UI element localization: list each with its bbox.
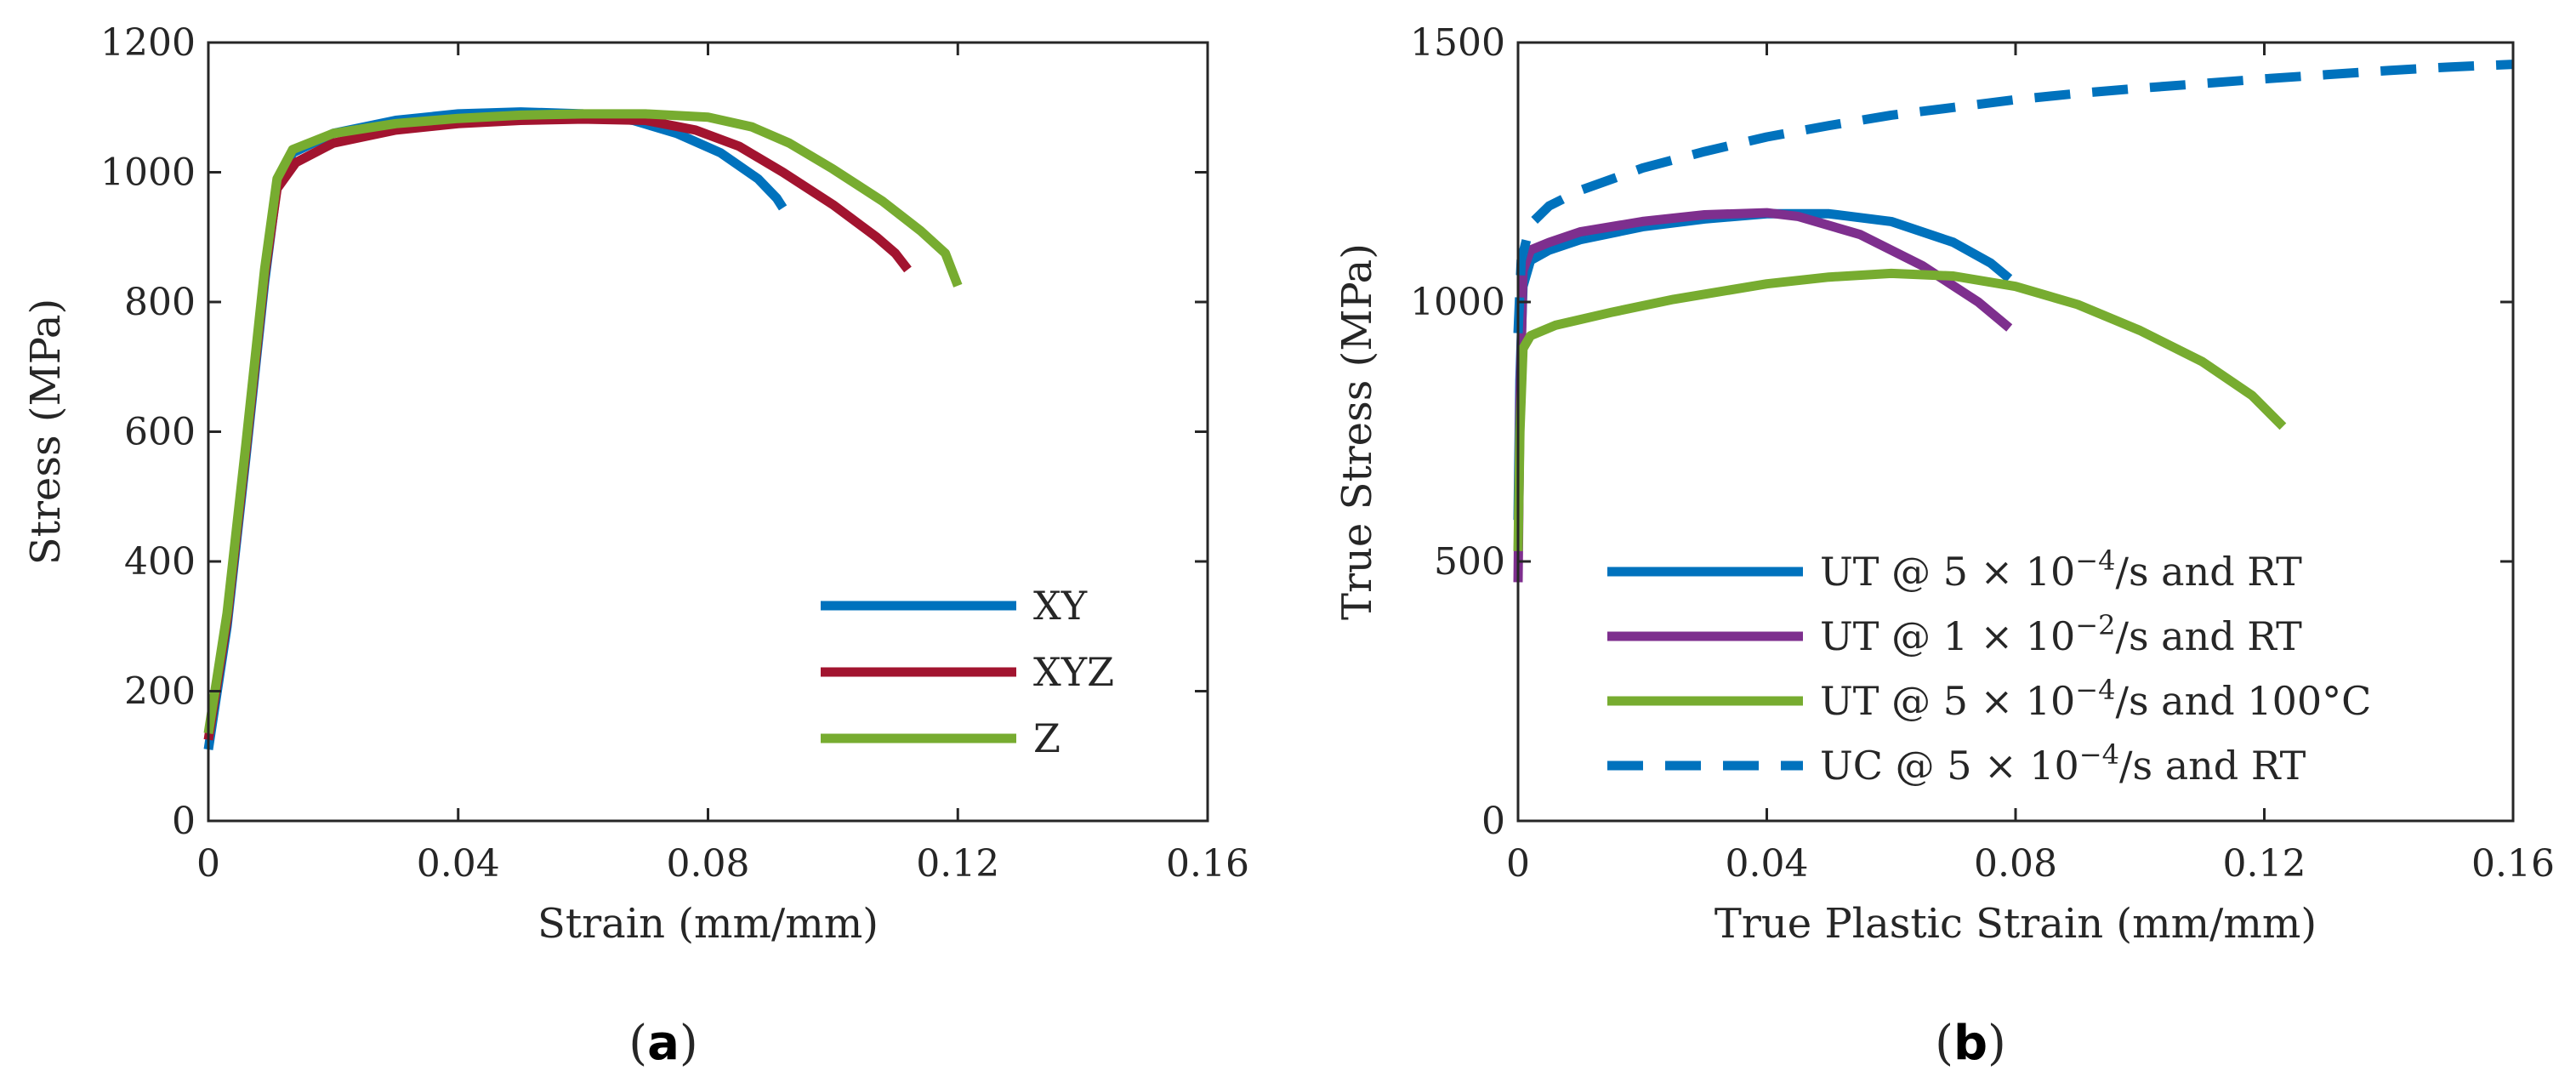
panel-a-x-ticks: 0 0.04 0.08 0.12 0.16	[196, 43, 1249, 886]
y-tick-label: 0	[1481, 800, 1505, 843]
y-tick-label: 0	[172, 800, 196, 843]
x-tick-label: 0.08	[667, 842, 750, 886]
legend-label-z: Z	[1033, 715, 1061, 761]
legend-label-xyz: XYZ	[1033, 649, 1114, 695]
x-tick-label: 0	[1506, 842, 1530, 886]
y-axis-label: Stress (MPa)	[22, 299, 70, 565]
x-tick-label: 0.16	[1166, 842, 1249, 886]
legend-label-uc-5e-4-rt: UC @ 5 × 10−4/s and RT	[1820, 738, 2306, 789]
y-axis-label: True Stress (MPa)	[1333, 243, 1381, 620]
legend-label-xy: XY	[1033, 583, 1088, 629]
x-tick-label: 0.12	[916, 842, 999, 886]
panel-a-caption: (a)	[628, 1016, 698, 1071]
series-line-ut-5e-4-100c	[1513, 268, 2287, 551]
panel-a-plot-frame	[207, 41, 1209, 823]
panel-b-legend: UT @ 5 × 10−4/s and RT UT @ 1 × 10−2/s a…	[1607, 544, 2371, 789]
y-tick-label: 500	[1434, 540, 1505, 584]
y-tick-label: 800	[124, 281, 196, 324]
panel-a-legend: XY XYZ Z	[821, 583, 1114, 761]
y-tick-label: 1200	[100, 21, 196, 65]
x-tick-label: 0.08	[1974, 842, 2057, 886]
panel-a-y-ticks: 0 200 400 600 800 1000 1200	[100, 21, 1208, 843]
panel-b-y-ticks: 0 500 1000 1500	[1410, 21, 2513, 843]
y-tick-label: 1000	[100, 151, 196, 195]
panel-a-series	[203, 107, 963, 750]
series-line-ut-1e-2-rt	[1513, 208, 2013, 583]
y-tick-label: 1000	[1410, 281, 1505, 324]
legend-label-ut-5e-4-rt: UT @ 5 × 10−4/s and RT	[1820, 544, 2302, 595]
panel-b-x-ticks: 0 0.04 0.08 0.12 0.16	[1506, 43, 2555, 886]
series-line-ut-5e-4-rt	[1513, 208, 2013, 521]
x-tick-label: 0.04	[417, 842, 500, 886]
series-line-xy	[203, 107, 788, 750]
panel-b-caption: (b)	[1935, 1016, 2006, 1071]
y-tick-label: 200	[124, 670, 196, 714]
x-tick-label: 0.04	[1726, 842, 1809, 886]
legend-label-ut-1e-2-rt: UT @ 1 × 10−2/s and RT	[1820, 609, 2302, 659]
x-tick-label: 0	[196, 842, 220, 886]
chart-panel-b: 0 0.04 0.08 0.12 0.16 0 500 1000 1500 Tr…	[1333, 21, 2555, 1071]
y-tick-label: 600	[124, 411, 196, 454]
series-line-z	[203, 109, 963, 734]
x-axis-label: True Plastic Strain (mm/mm)	[1714, 900, 2317, 948]
x-tick-label: 0.12	[2223, 842, 2306, 886]
x-tick-label: 0.16	[2471, 842, 2555, 886]
series-line-uc-5e-4-rt	[1513, 60, 2514, 333]
x-axis-label: Strain (mm/mm)	[537, 900, 879, 948]
series-line-xyz	[203, 114, 912, 741]
chart-panel-a: 0 0.04 0.08 0.12 0.16 0 200 400 600 800 …	[22, 21, 1249, 1071]
legend-label-ut-5e-4-100c: UT @ 5 × 10−4/s and 100°C	[1820, 674, 2371, 724]
y-tick-label: 400	[124, 540, 196, 584]
panel-b-series	[1513, 60, 2514, 583]
y-tick-label: 1500	[1410, 21, 1505, 65]
